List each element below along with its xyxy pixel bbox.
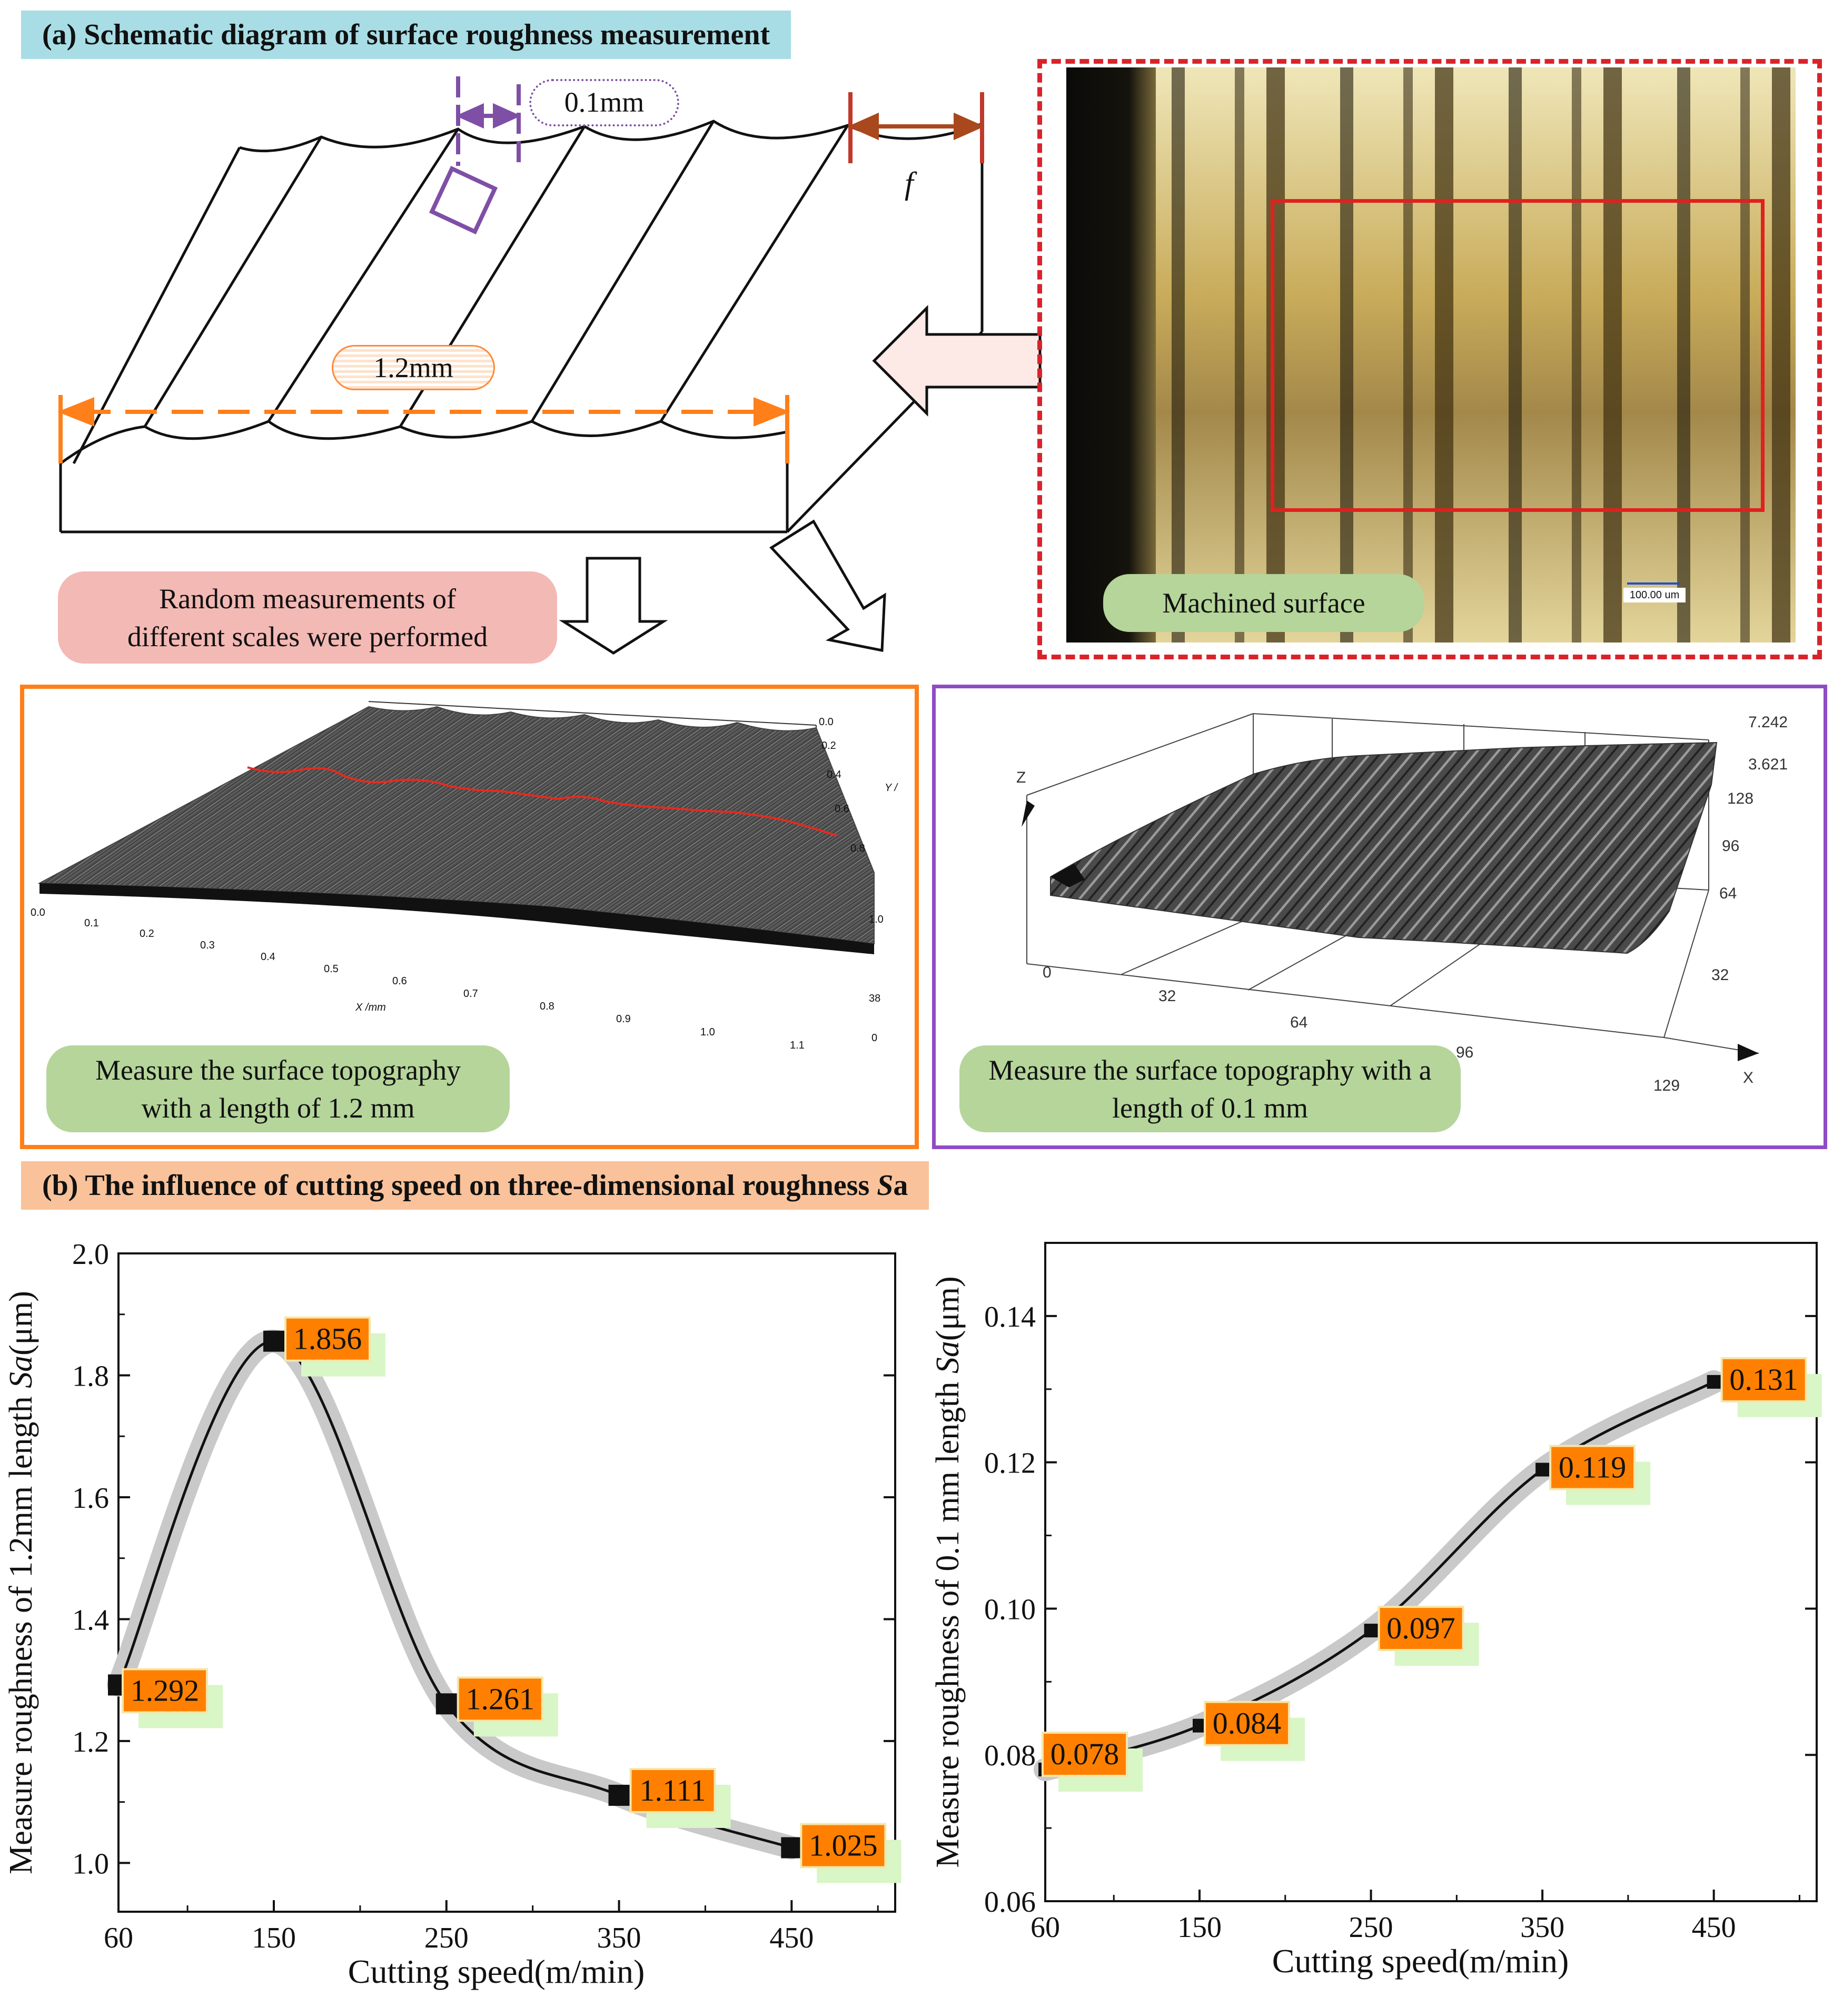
topo-small-ticks: Z X 0 32 64 96 129 32 64 96 128 7.242 3.… bbox=[1016, 714, 1788, 1094]
data-label: 1.261 bbox=[466, 1682, 535, 1716]
schematic-diagram: f bbox=[57, 76, 1042, 655]
y-axis-label: Measure roughness of 1.2mm length Sa(μm) bbox=[3, 1291, 39, 1874]
data-point bbox=[608, 1784, 630, 1806]
x-tick-label: 450 bbox=[1692, 1911, 1736, 1944]
data-label: 1.292 bbox=[131, 1673, 200, 1707]
x-tick-label: 60 bbox=[104, 1922, 133, 1954]
data-label: 0.097 bbox=[1386, 1611, 1455, 1645]
panel-b-label: (b) The influence of cutting speed on th… bbox=[21, 1161, 929, 1210]
x-tick-label: 350 bbox=[1520, 1911, 1564, 1944]
x-tick-label: 450 bbox=[769, 1922, 814, 1954]
y-axis-label-prefix: Measure roughness of 0.1 mm length bbox=[930, 1373, 966, 1867]
data-label-box bbox=[629, 1767, 716, 1813]
chart-sa-1-2mm: 1.0 1.2 1.4 1.6 1.8 2.0 60 150 250 350 450 Cutting … bbox=[3, 1238, 901, 1990]
y-tick-label: 1.8 bbox=[72, 1360, 109, 1392]
machined-surface-photo: 100.00 um bbox=[1066, 67, 1796, 643]
data-label-box bbox=[1204, 1701, 1290, 1746]
data-point bbox=[263, 1330, 284, 1352]
data-label-box bbox=[1720, 1357, 1807, 1402]
x-tick-label: 350 bbox=[597, 1922, 641, 1954]
x-axis-label: Cutting speed(m/min) bbox=[348, 1953, 645, 1990]
data-label: 1.025 bbox=[809, 1828, 878, 1862]
y-tick-label: 0.14 bbox=[984, 1301, 1036, 1333]
data-label: 0.078 bbox=[1051, 1737, 1119, 1771]
confidence-band bbox=[1034, 1370, 1726, 1781]
y-axis-label-symbol: Sa bbox=[930, 1341, 966, 1373]
y-tick-label: 2.0 bbox=[72, 1238, 109, 1271]
chart-sa-0-1mm: 0.06 0.08 0.10 0.12 0.14 60 150 250 350 450 Cuttin… bbox=[930, 1242, 1822, 1980]
feed-symbol: f bbox=[905, 166, 917, 201]
y-axis-label-unit: (μm) bbox=[930, 1276, 966, 1341]
y-tick-label: 1.2 bbox=[72, 1726, 109, 1758]
data-label-box bbox=[1549, 1445, 1636, 1490]
data-label: 1.856 bbox=[293, 1322, 362, 1356]
panel-a-label: (a) Schematic diagram of surface roughne… bbox=[21, 11, 791, 59]
y-tick-label: 1.0 bbox=[72, 1847, 109, 1880]
data-label-box bbox=[1042, 1732, 1128, 1777]
x-tick-label: 250 bbox=[424, 1922, 469, 1954]
x-tick-label: 150 bbox=[252, 1922, 296, 1954]
topography-large-plot bbox=[37, 701, 875, 954]
data-label-box bbox=[122, 1668, 208, 1714]
x-axis-label: Cutting speed(m/min) bbox=[1272, 1942, 1569, 1980]
machined-surface-label: Machined surface bbox=[1103, 574, 1424, 632]
surface-mesh-small bbox=[1050, 742, 1718, 954]
dim-small-tag: 0.1mm bbox=[529, 79, 679, 126]
data-label: 1.111 bbox=[639, 1773, 706, 1807]
y-tick-label: 1.6 bbox=[72, 1482, 109, 1515]
y-axis-label-prefix: Measure roughness of 1.2mm length bbox=[3, 1388, 39, 1874]
x-tick-label: 150 bbox=[1177, 1911, 1222, 1944]
data-point bbox=[781, 1837, 802, 1859]
y-tick-label: 0.10 bbox=[984, 1593, 1036, 1626]
data-point bbox=[1707, 1375, 1721, 1389]
topo-large-x-ticks: 0.0 0.1 0.2 0.3 0.4 0.5 0.6 0.7 0.8 0.9 … bbox=[31, 907, 805, 1051]
y-axis-label-symbol: Sa bbox=[3, 1356, 39, 1388]
data-label-box bbox=[284, 1316, 371, 1362]
data-label: 0.119 bbox=[1559, 1450, 1626, 1485]
plot-frame bbox=[1044, 1242, 1818, 1902]
profile-line-large bbox=[247, 766, 838, 837]
data-point bbox=[1535, 1462, 1550, 1477]
data-label-box bbox=[800, 1823, 887, 1869]
y-tick-label: 0.06 bbox=[984, 1886, 1036, 1919]
y-tick-label: 0.12 bbox=[984, 1447, 1036, 1480]
y-axis-label-unit: (μm) bbox=[3, 1291, 39, 1356]
data-label: 0.084 bbox=[1213, 1706, 1282, 1741]
data-point bbox=[1364, 1624, 1378, 1638]
scale-bar-label: 100.00 um bbox=[1623, 588, 1686, 602]
topo-large-caption: Measure the surface topography with a le… bbox=[46, 1045, 510, 1132]
data-label-box bbox=[457, 1676, 543, 1722]
dim-large-tag: 1.2mm bbox=[332, 345, 495, 390]
data-point bbox=[435, 1693, 457, 1715]
scale-bar bbox=[1627, 582, 1680, 585]
y-axis-label: Measure roughness of 0.1 mm length Sa(μm… bbox=[930, 1276, 966, 1867]
y-tick-label: 0.08 bbox=[984, 1740, 1036, 1772]
topography-small-plot bbox=[1022, 713, 1759, 1061]
topo-small-caption: Measure the surface topography with a le… bbox=[959, 1045, 1461, 1132]
y-tick-label: 1.4 bbox=[72, 1604, 109, 1636]
photo-frame bbox=[1037, 59, 1822, 659]
x-tick-label: 60 bbox=[1031, 1911, 1060, 1944]
x-tick-label: 250 bbox=[1349, 1911, 1393, 1944]
random-measurement-note: Random measurements of different scales … bbox=[58, 571, 557, 664]
topography-small-frame bbox=[932, 685, 1827, 1149]
topography-large-frame bbox=[20, 685, 919, 1149]
data-label-box bbox=[1378, 1606, 1464, 1652]
roi-rectangle bbox=[1271, 199, 1765, 512]
plot-frame bbox=[117, 1252, 896, 1913]
topo-large-y-ticks: 0.0 0.2 0.4 0.6 0.8 1.0 Y / 38 0 bbox=[819, 716, 898, 1044]
data-label: 0.131 bbox=[1729, 1362, 1798, 1397]
